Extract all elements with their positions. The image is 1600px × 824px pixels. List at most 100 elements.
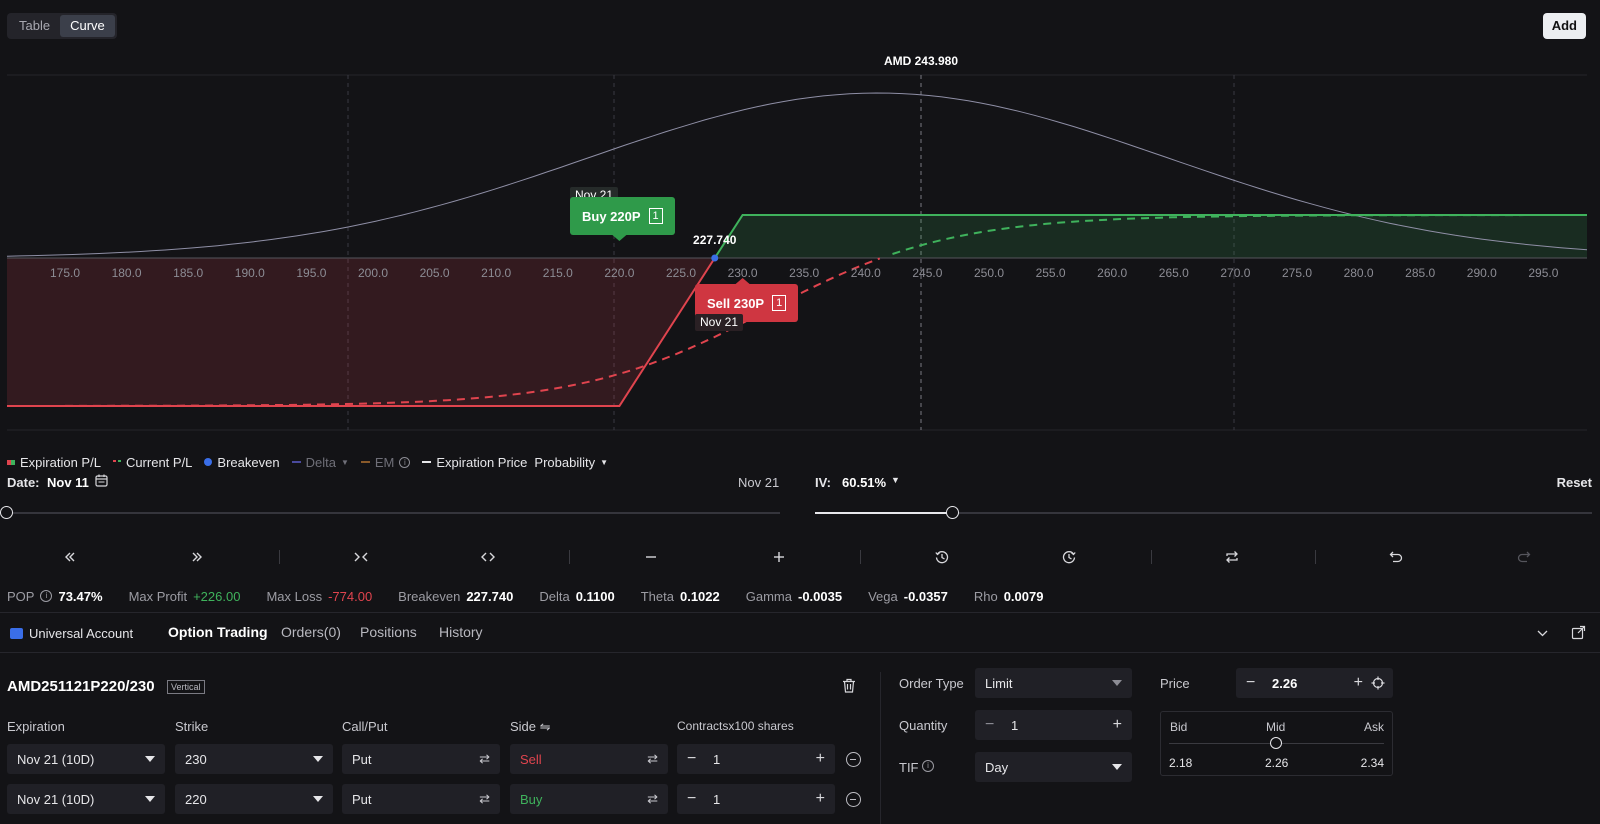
table-view-button[interactable]: Table: [19, 18, 51, 33]
minus-icon[interactable]: −: [687, 790, 697, 807]
callput-toggle[interactable]: Put ⇄: [342, 744, 500, 774]
iv-value[interactable]: 60.51%: [842, 475, 887, 490]
side-toggle[interactable]: Sell ⇄: [510, 744, 668, 774]
curve-view-button[interactable]: Curve: [60, 15, 115, 37]
double-left-icon[interactable]: [59, 546, 81, 568]
redo-icon[interactable]: [1513, 546, 1535, 568]
tab-history[interactable]: History: [439, 624, 483, 640]
reset-button[interactable]: Reset: [1556, 475, 1592, 490]
side-toggle[interactable]: Buy ⇄: [510, 784, 668, 814]
date-value[interactable]: Nov 11: [47, 475, 89, 490]
iv-slider-thumb[interactable]: [946, 506, 959, 519]
plus-icon[interactable]: +: [1112, 716, 1122, 733]
legend-current-pl[interactable]: Current P/L: [112, 455, 192, 470]
swap-icon[interactable]: [1221, 546, 1243, 568]
callput-toggle[interactable]: Put ⇄: [342, 784, 500, 814]
x-tick-label: 265.0: [1159, 266, 1189, 280]
legend-expiration-price[interactable]: Expiration Price: [422, 455, 527, 470]
date-slider-track[interactable]: [7, 512, 780, 514]
tif-select[interactable]: Day: [975, 752, 1132, 782]
strike-select[interactable]: 220: [175, 784, 333, 814]
date-slider-thumb[interactable]: [0, 506, 13, 519]
plus-icon[interactable]: +: [1353, 674, 1363, 691]
legend-expiration-price-label: Expiration Price: [436, 454, 528, 470]
buy-leg-card[interactable]: Buy 220P 1: [570, 197, 675, 235]
side-header[interactable]: Side ⇋: [510, 719, 551, 734]
contracts-stepper[interactable]: −1 +: [677, 744, 835, 774]
minus-icon[interactable]: −: [985, 716, 995, 733]
caret-down-icon: [145, 796, 155, 802]
price-value[interactable]: 2.26: [1272, 675, 1298, 691]
history-back-icon[interactable]: [931, 546, 953, 568]
theta-label: Theta: [640, 588, 674, 604]
popout-icon[interactable]: [1571, 625, 1586, 643]
minus-icon[interactable]: −: [1246, 674, 1256, 691]
double-right-icon[interactable]: [186, 546, 208, 568]
strategy-type-badge: Vertical: [167, 680, 205, 694]
mid-value[interactable]: 2.26: [1265, 756, 1289, 770]
delta-value: 0.1100: [575, 588, 615, 604]
strike-select[interactable]: 230: [175, 744, 333, 774]
collapse-chevron-icon[interactable]: [1536, 627, 1549, 643]
contracts-value[interactable]: 1: [713, 751, 721, 767]
info-icon[interactable]: i: [40, 590, 53, 602]
view-toggle: Table Curve: [7, 13, 117, 39]
swap-icon[interactable]: ⇄: [647, 751, 658, 766]
stat-vega: Vega -0.0357: [868, 589, 948, 604]
expiration-select[interactable]: Nov 21 (10D): [7, 744, 165, 774]
zoom-in-icon[interactable]: [768, 546, 790, 568]
form-divider: [880, 672, 881, 824]
add-button[interactable]: Add: [1542, 13, 1586, 39]
breakeven-dot-icon: [204, 458, 213, 466]
swap-icon[interactable]: ⇄: [647, 791, 658, 806]
contracts-stepper[interactable]: −1 +: [677, 784, 835, 814]
ask-value[interactable]: 2.34: [1360, 756, 1384, 770]
bid-ask-thumb[interactable]: [1270, 737, 1282, 749]
divider: [0, 652, 1600, 653]
bid-value[interactable]: 2.18: [1169, 756, 1193, 770]
caret-down-icon: [1112, 680, 1122, 686]
plus-icon[interactable]: +: [815, 790, 825, 807]
expiration-pl-profit-line: [713, 214, 1587, 259]
remove-leg-icon[interactable]: [846, 792, 861, 807]
pl-chart: 175.0 180.0 185.0 190.0 195.0 200.0 205.0 210.0…: [0, 50, 1600, 450]
expiration-select[interactable]: Nov 21 (10D): [7, 784, 165, 814]
x-tick-label: 245.0: [912, 266, 942, 280]
quantity-stepper[interactable]: −1 +: [975, 710, 1132, 740]
tab-orders[interactable]: Orders(0): [281, 624, 341, 640]
caret-down-icon: [313, 796, 323, 802]
calendar-icon[interactable]: [95, 474, 108, 490]
iv-slider-track[interactable]: [815, 512, 1592, 514]
tab-positions[interactable]: Positions: [360, 624, 417, 640]
info-icon[interactable]: i: [922, 760, 934, 772]
swap-icon[interactable]: ⇄: [479, 751, 490, 766]
quantity-value[interactable]: 1: [1011, 717, 1019, 733]
legend-breakeven[interactable]: Breakeven: [204, 455, 280, 470]
tab-option-trading[interactable]: Option Trading: [168, 624, 268, 640]
swap-icon[interactable]: ⇄: [479, 791, 490, 806]
trash-icon[interactable]: [842, 678, 856, 696]
sell-leg-qty: 1: [772, 295, 787, 311]
legend-expiration-pl[interactable]: Expiration P/L: [7, 455, 101, 470]
probability-dropdown[interactable]: Probability ▼: [534, 455, 608, 470]
callput-header: Call/Put: [342, 719, 388, 734]
history-forward-icon[interactable]: [1058, 546, 1080, 568]
order-type-select[interactable]: Limit: [975, 668, 1132, 698]
info-icon[interactable]: i: [399, 456, 411, 468]
remove-leg-icon[interactable]: [846, 752, 861, 767]
quantity-label: Quantity: [899, 718, 948, 733]
iv-dropdown-icon[interactable]: ▼: [891, 475, 900, 485]
zoom-in-range-icon[interactable]: [350, 546, 372, 568]
undo-icon[interactable]: [1385, 546, 1407, 568]
price-stepper[interactable]: − 2.26 +: [1236, 668, 1393, 698]
account-selector[interactable]: Universal Account: [10, 626, 133, 641]
legend-em[interactable]: EM i: [360, 455, 411, 470]
zoom-out-range-icon[interactable]: [477, 546, 499, 568]
legend-delta[interactable]: Delta ▼: [291, 455, 349, 470]
stat-breakeven: Breakeven 227.740: [398, 589, 513, 604]
contracts-value[interactable]: 1: [713, 791, 721, 807]
plus-icon[interactable]: +: [815, 750, 825, 767]
zoom-out-icon[interactable]: [640, 546, 662, 568]
crosshair-icon[interactable]: [1371, 676, 1385, 693]
minus-icon[interactable]: −: [687, 750, 697, 767]
